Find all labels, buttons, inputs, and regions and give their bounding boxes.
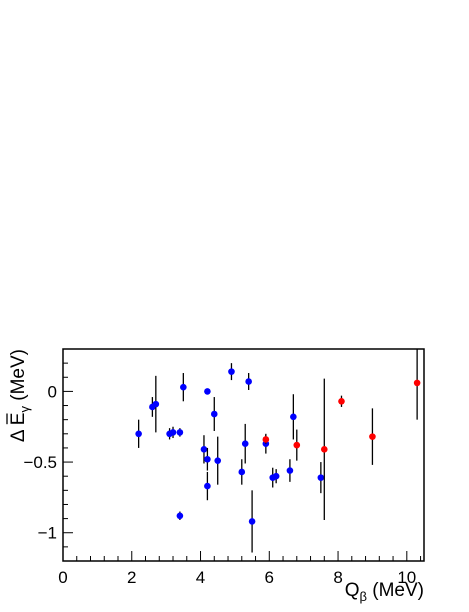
plot-frame-group	[62, 348, 425, 562]
y-axis-label: Δ Eγ (MeV)	[8, 349, 32, 442]
data-point-blue	[214, 457, 222, 464]
x-tick-label: 8	[333, 568, 342, 587]
x-tick-label: 4	[196, 568, 205, 587]
data-point-blue	[176, 512, 184, 520]
data-point-blue	[241, 440, 249, 447]
data-point-red	[320, 446, 328, 453]
x-tick-label: 2	[127, 568, 136, 587]
data-point-blue	[176, 429, 184, 436]
data-point-blue	[317, 474, 325, 481]
x-axis-label-subscript: β	[360, 589, 367, 604]
data-point-blue	[180, 383, 187, 391]
data-point-blue	[200, 446, 208, 453]
data-point-blue	[210, 410, 218, 418]
data-point-blue	[169, 429, 177, 436]
axis-ticks-group	[62, 348, 422, 562]
x-tick-label: 6	[265, 568, 274, 587]
y-axis-label-main: Δ E	[8, 413, 29, 443]
data-point-blue	[228, 368, 235, 375]
data-point-blue	[238, 468, 246, 476]
data-point-blue	[245, 378, 252, 385]
y-tick-label: 0	[48, 382, 57, 401]
plot-frame	[62, 348, 425, 562]
data-point-blue	[204, 482, 211, 490]
x-axis-label-unit: (MeV)	[367, 580, 424, 601]
data-point-blue	[204, 455, 211, 463]
x-tick-label: 0	[58, 568, 67, 587]
data-point-blue	[290, 413, 297, 421]
data-point-blue	[204, 388, 211, 395]
y-tick-label: −1	[38, 524, 57, 543]
data-point-blue	[272, 472, 280, 480]
y-axis-label-unit: (MeV)	[8, 349, 29, 406]
x-axis-label: Qβ (MeV)	[345, 580, 424, 604]
data-point-blue	[152, 400, 160, 408]
y-tick-label: −0.5	[23, 453, 57, 472]
data-point-blue	[135, 430, 142, 438]
data-point-red	[293, 441, 301, 449]
data-point-red	[338, 397, 345, 405]
data-point-red	[369, 433, 376, 440]
data-point-red	[262, 436, 270, 443]
data-point-blue	[248, 518, 256, 525]
data-points-group	[135, 349, 421, 553]
x-tick-label: 10	[397, 568, 416, 587]
data-point-red	[413, 379, 421, 387]
y-axis-label-subscript: γ	[17, 406, 32, 413]
data-point-blue	[286, 467, 294, 474]
x-axis-label-main: Q	[345, 580, 360, 601]
